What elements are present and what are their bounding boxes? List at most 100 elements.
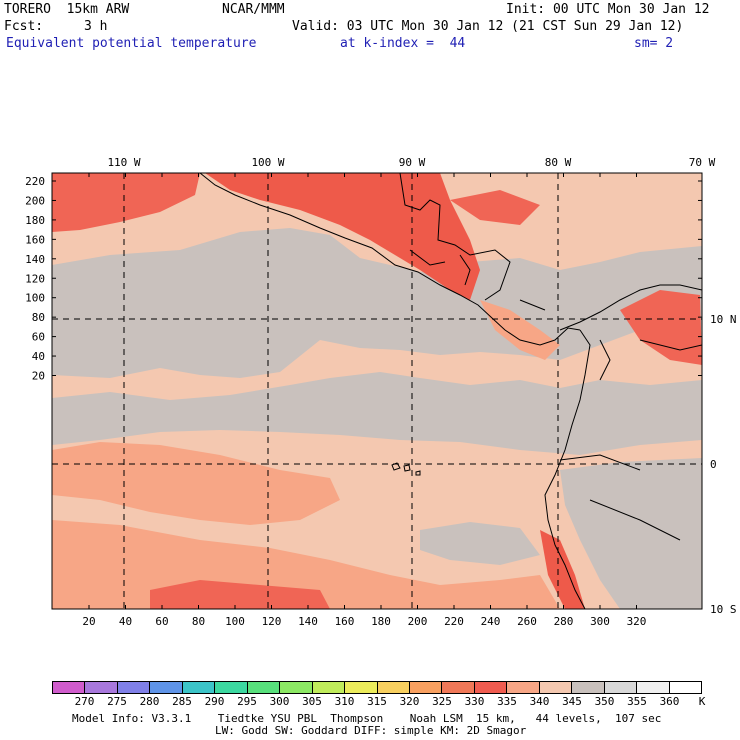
graticule bbox=[52, 173, 702, 609]
colorbar-cell bbox=[344, 682, 377, 693]
lat-label: 10 N bbox=[710, 313, 737, 326]
colorbar-cell bbox=[668, 682, 702, 693]
colorbar-label: 340 bbox=[529, 695, 550, 708]
colorbar-cell bbox=[441, 682, 474, 693]
grid-x-label: 240 bbox=[481, 615, 501, 628]
field-band-345-mid bbox=[52, 372, 702, 455]
axis-ticks: 110 W 100 W 90 W 80 W 70 W 10 N 0 10 S 220 200 180… bbox=[25, 156, 736, 628]
theta-e-field bbox=[52, 173, 702, 609]
colorbar-cell bbox=[279, 682, 312, 693]
colorbar-unit: K bbox=[698, 695, 706, 708]
field-band-330-northwest bbox=[52, 173, 200, 232]
colorbar-label: 285 bbox=[172, 695, 192, 708]
center-name: NCAR/MMM bbox=[222, 2, 285, 17]
coast-south-america-west bbox=[544, 329, 591, 609]
grid-x-label: 60 bbox=[155, 615, 168, 628]
field-band-330-caribbean bbox=[450, 190, 540, 225]
colorbar-label: 350 bbox=[594, 695, 615, 708]
colorbar-cell bbox=[636, 682, 669, 693]
grid-x-label: 220 bbox=[444, 615, 464, 628]
colorbar-cell bbox=[116, 682, 150, 693]
grid-x-label: 20 bbox=[82, 615, 95, 628]
field-band-330-south bbox=[150, 580, 330, 609]
grid-x-label: 280 bbox=[554, 615, 574, 628]
valid-time: Valid: 03 UTC Mon 30 Jan 12 (21 CST Sun … bbox=[292, 19, 684, 34]
colorbar-cell bbox=[506, 682, 539, 693]
field-band-330-peru bbox=[540, 530, 585, 609]
grid-y-label: 140 bbox=[25, 253, 45, 266]
lon-label: 90 W bbox=[399, 156, 426, 169]
colorbar-label: 320 bbox=[399, 695, 420, 708]
colorbar-label: 355 bbox=[627, 695, 647, 708]
colorbar-labels: 270 275 280 285 290 295 300 305 310 315 320 325 330 3… bbox=[52, 695, 712, 709]
colorbar-cell bbox=[181, 682, 215, 693]
colorbar-label: 270 bbox=[74, 695, 95, 708]
level-index: at k-index = 44 bbox=[340, 36, 466, 51]
lon-label: 100 W bbox=[251, 156, 284, 169]
colorbar-label: 345 bbox=[562, 695, 582, 708]
colorbar-cell bbox=[603, 682, 637, 693]
init-time: Init: 00 UTC Mon 30 Jan 12 bbox=[506, 2, 710, 17]
field-band-345-se bbox=[420, 522, 540, 565]
grid-y-label: 80 bbox=[32, 311, 45, 324]
colorbar-cell bbox=[214, 682, 247, 693]
colorbar-cell bbox=[571, 682, 604, 693]
grid-y-label: 60 bbox=[32, 331, 45, 344]
colorbar-label: 310 bbox=[334, 695, 355, 708]
field-band-345-south bbox=[560, 458, 702, 609]
grid-x-label: 80 bbox=[192, 615, 205, 628]
grid-x-label: 320 bbox=[627, 615, 647, 628]
grid-x-label: 180 bbox=[371, 615, 391, 628]
colorbar-cell bbox=[376, 682, 409, 693]
coast-mexico-pacific bbox=[199, 173, 581, 346]
colorbar-label: 295 bbox=[237, 695, 257, 708]
colorbar-cell bbox=[84, 682, 117, 693]
colorbar-label: 330 bbox=[464, 695, 485, 708]
field-band-330-colombia bbox=[620, 290, 702, 365]
lat-label: 0 bbox=[710, 458, 717, 471]
physics-info: LW: Godd SW: Goddard DIFF: simple KM: 2D… bbox=[215, 724, 527, 737]
smoothing: sm= 2 bbox=[634, 36, 674, 51]
map-frame bbox=[51, 172, 703, 610]
border-central-america bbox=[409, 249, 702, 541]
coast-yucatan bbox=[399, 173, 511, 301]
colorbar-cell bbox=[408, 682, 442, 693]
grid-x-label: 200 bbox=[408, 615, 428, 628]
grid-x-label: 100 bbox=[225, 615, 245, 628]
colorbar-cell bbox=[473, 682, 507, 693]
lon-label: 80 W bbox=[545, 156, 572, 169]
lon-label: 70 W bbox=[689, 156, 716, 169]
coastlines bbox=[199, 173, 702, 609]
grid-x-label: 260 bbox=[517, 615, 537, 628]
colorbar bbox=[52, 681, 702, 694]
colorbar-label: 335 bbox=[497, 695, 517, 708]
grid-x-label: 300 bbox=[590, 615, 610, 628]
colorbar-label: 275 bbox=[107, 695, 127, 708]
colorbar-label: 360 bbox=[659, 695, 680, 708]
grid-y-label: 200 bbox=[25, 194, 45, 207]
coast-south-america-north bbox=[559, 284, 702, 331]
field-band-330-mexico bbox=[205, 173, 480, 300]
grid-y-label: 40 bbox=[32, 350, 45, 363]
colorbar-label: 290 bbox=[204, 695, 225, 708]
field-name: Equivalent potential temperature bbox=[6, 36, 257, 51]
colorbar-label: 305 bbox=[302, 695, 322, 708]
grid-x-label: 40 bbox=[119, 615, 132, 628]
lon-label: 110 W bbox=[107, 156, 140, 169]
lat-label: 10 S bbox=[710, 603, 737, 616]
grid-y-label: 160 bbox=[25, 233, 45, 246]
grid-y-label: 180 bbox=[25, 214, 45, 227]
forecast-label: Fcst: bbox=[4, 19, 44, 34]
grid-y-label: 120 bbox=[25, 272, 45, 285]
colorbar-cell bbox=[149, 682, 182, 693]
model-info: Model Info: V3.3.1 Tiedtke YSU PBL Thomp… bbox=[72, 712, 662, 725]
colorbar-label: 300 bbox=[269, 695, 290, 708]
grid-x-label: 140 bbox=[298, 615, 318, 628]
colorbar-cell bbox=[53, 682, 85, 693]
forecast-hours: 3 h bbox=[84, 19, 108, 34]
grid-x-label: 120 bbox=[262, 615, 282, 628]
colorbar-label: 325 bbox=[432, 695, 452, 708]
colorbar-label: 280 bbox=[139, 695, 160, 708]
colorbar-cell bbox=[311, 682, 345, 693]
